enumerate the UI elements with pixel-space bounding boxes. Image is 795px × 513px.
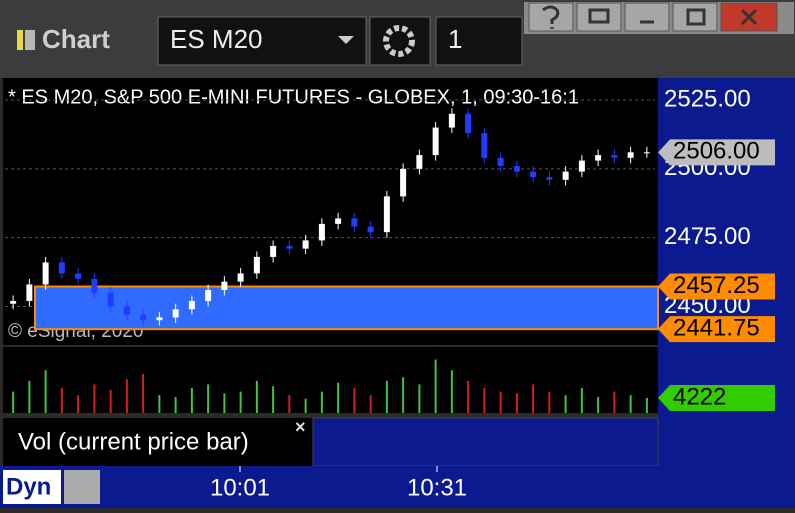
volume-last: 4222 [673,383,726,410]
symbol-box[interactable] [157,16,367,66]
band-low: 2441.75 [673,315,760,342]
dropdown-arrow[interactable] [338,36,354,44]
candle-body [172,309,179,318]
band-high: 2457.25 [673,272,760,299]
candle-body [205,289,212,301]
chart-icon [25,30,35,50]
candle-body [188,300,195,310]
band-low-box [658,316,775,343]
interval[interactable]: 1 [448,24,462,54]
study-empty [312,417,659,467]
candle-body [367,226,374,233]
candle-body [26,284,33,301]
volume-panel [3,347,658,413]
candle-body [448,113,455,128]
interval-box[interactable] [435,16,523,66]
volume-last-box [658,384,775,411]
candle-body [318,223,325,241]
help-icon [542,5,560,29]
candle-body [465,113,472,134]
candle-body [595,155,602,161]
study-label: Vol (current price bar) [18,428,249,455]
maximize-button[interactable] [672,2,718,32]
candle-body [91,278,98,293]
candle-body [237,273,244,282]
band-high-box [658,273,775,300]
candle-body [270,245,277,257]
symbol[interactable]: ES M20 [170,24,263,54]
candle-body [351,218,358,227]
candle-body [302,240,309,249]
control-icons [588,8,758,26]
candle-body [400,168,407,197]
candle-body [10,300,17,304]
x-tick-label: 10:31 [407,474,467,501]
minimize-button[interactable] [624,2,670,32]
last-price: 2506.00 [673,138,760,165]
scale-mode[interactable]: Dyn [6,473,51,500]
candle-body [75,273,82,279]
y-tick-label: 2525.00 [664,85,751,112]
candle-body [432,127,439,156]
price-band [34,285,659,331]
candle-body [123,306,130,315]
candle-body [497,157,504,167]
gear-icon [383,25,415,57]
candle-body [578,160,585,172]
candle-body [156,317,163,321]
candle-body [530,171,537,178]
dock-button[interactable] [576,2,622,32]
time-axis [0,466,795,508]
candle-body [221,281,228,290]
candle-body [562,171,569,180]
candle-body [416,155,423,169]
candle-body [42,262,49,285]
candle-body [513,166,520,172]
study-label-panel [3,418,313,466]
candle-body [335,218,342,224]
candle-body [58,262,65,274]
settings-button[interactable] [369,16,431,66]
close-study[interactable]: × [295,417,306,437]
chart-title: * ES M20, S&P 500 E-MINI FUTURES - GLOBE… [8,86,579,108]
candle-body [627,152,634,158]
candle-body [546,177,553,180]
candle-body [286,245,293,249]
candle-body [140,314,147,321]
candle-body [643,152,650,154]
candle-body [481,133,488,158]
y-tick-label: 2475.00 [664,223,751,250]
candle-body [383,196,390,233]
candle-body [611,155,618,158]
last-price-box [658,139,775,166]
candle-body [107,292,114,307]
scale-mode-box[interactable] [3,470,61,504]
candle-body [253,256,260,274]
chart-icon [17,30,23,50]
x-tick-label: 10:01 [210,474,270,501]
window-title: Chart [42,24,110,54]
lock-button[interactable] [64,470,100,504]
